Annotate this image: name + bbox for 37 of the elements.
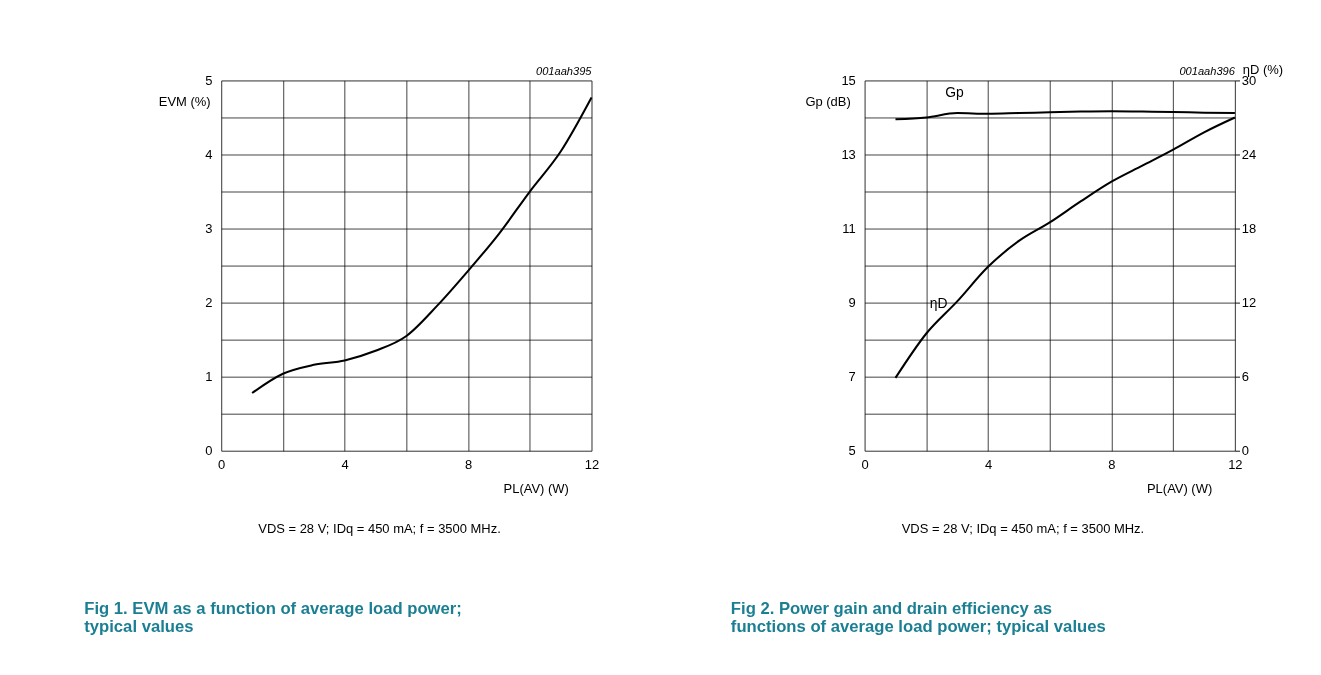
text: VDS = 28 V; IDq = 450 mA; f = 3500 MHz.: [258, 521, 501, 537]
x-tick-label: 4: [984, 456, 993, 472]
y-tick-label: 5: [205, 72, 213, 88]
y-tick-label: 5: [848, 442, 856, 458]
text: 001aah396: [1179, 64, 1236, 77]
y-tick-label: 9: [848, 294, 856, 310]
x-tick-label: 12: [1228, 456, 1243, 472]
text: 001aah395: [536, 64, 593, 77]
y-tick-label: 4: [205, 146, 213, 162]
y-tick-label: 13: [841, 146, 856, 162]
y-tick-label: 7: [848, 368, 856, 384]
y-tick-label: 2: [205, 294, 213, 310]
text: Fig 1. EVM as a function of average load power; typical values: [84, 598, 462, 637]
y-axis-title: Gp (dB): [805, 93, 851, 109]
y-tick-label: 15: [841, 72, 856, 88]
x-axis-title: PL(AV) (W): [503, 480, 569, 496]
x-tick-label: 8: [1108, 456, 1116, 472]
x-tick-label: 4: [341, 456, 349, 472]
y-axis-title: EVM (%): [158, 93, 211, 109]
y2-tick-label: 0: [1241, 442, 1250, 458]
y-tick-label: 3: [205, 220, 213, 236]
x-axis-title: PL(AV) (W): [1146, 480, 1213, 496]
x-tick-label: 0: [218, 456, 226, 472]
x-tick-label: 0: [861, 456, 869, 472]
text: Fig 2. Power gain and drain efficiency as functions of average load power; typical values: [730, 598, 1106, 637]
x-tick-label: 12: [584, 456, 600, 472]
y2-tick-label: 12: [1241, 294, 1257, 310]
y2-tick-label: 24: [1241, 146, 1257, 162]
x-tick-label: 8: [464, 456, 473, 472]
y-tick-label: 0: [205, 442, 213, 458]
y2-tick-label: 6: [1241, 368, 1250, 384]
text: VDS = 28 V; IDq = 450 mA; f = 3500 MHz.: [901, 521, 1145, 537]
series-label: Gp: [945, 84, 964, 101]
series-label: ηD: [929, 294, 948, 311]
y2-tick-label: 18: [1241, 220, 1257, 236]
y-tick-label: 11: [842, 220, 856, 236]
y-tick-label: 1: [205, 368, 213, 384]
